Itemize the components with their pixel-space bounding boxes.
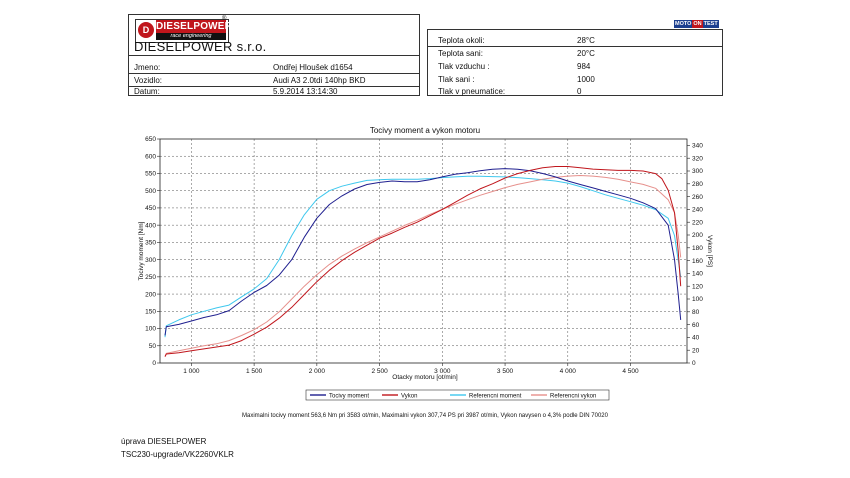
condition-divider (428, 46, 722, 47)
company-divider (129, 55, 419, 56)
y2-tick-label: 300 (692, 168, 703, 175)
chart-legend: Tocivy moment Vykon Referencni moment Refer… (310, 393, 596, 399)
legend-label: Referencni moment (469, 393, 522, 399)
y-tick-label: 550 (145, 171, 156, 178)
y2-tick-label: 280 (692, 181, 703, 188)
conditions-panel: Teplota okoli: 28°C Teplota sani: 20°C T… (427, 29, 723, 96)
x-tick-label: 4 000 (560, 368, 577, 375)
company-name: DIESELPOWER s.r.o. (134, 39, 267, 54)
y2-tick-label: 40 (692, 335, 700, 342)
y-tick-label: 600 (145, 153, 156, 160)
footer-note-2: TSC230-upgrade/VK2260VKLR (121, 450, 234, 459)
y-tick-label: 150 (145, 309, 156, 316)
x-tick-label: 3 000 (434, 368, 451, 375)
condition-value: 1000 (577, 75, 595, 84)
y2-tick-label: 320 (692, 155, 703, 162)
legend-box (305, 389, 610, 401)
footer-note-1: úprava DIESELPOWER (121, 437, 207, 446)
chart-summary: Maximalni tocivy moment 563,6 Nm pri 358… (242, 413, 609, 419)
y2-tick-label: 140 (692, 271, 703, 278)
info-label-date: Datum: (134, 87, 160, 96)
y2-tick-label: 120 (692, 283, 703, 290)
condition-value: 28°C (577, 36, 595, 45)
y-tick-label: 350 (145, 240, 156, 247)
info-label-name: Jmeno: (134, 63, 161, 72)
chart-series (164, 166, 682, 357)
legend-label: Vykon (401, 393, 417, 399)
y-tick-label: 300 (145, 257, 156, 264)
y-tick-label: 200 (145, 291, 156, 298)
condition-label: Tlak sani : (438, 75, 475, 84)
y-axis-right: 0 20 40 60 80 100 120 140 160 180 200 220 240 260 280 3… (687, 143, 703, 367)
y2-tick-label: 0 (692, 360, 696, 367)
info-label-vehicle: Vozidlo: (134, 76, 163, 85)
y2-tick-label: 100 (692, 296, 703, 303)
condition-value: 20°C (577, 49, 595, 58)
condition-label: Tlak vzduchu : (438, 62, 490, 71)
x-axis: 1 000 1 500 2 000 2 500 3 000 3 500 4 000 4 500 (183, 363, 639, 375)
legend-label: Tocivy moment (329, 393, 369, 399)
y2-tick-label: 20 (692, 347, 700, 354)
chart-title: Tocivy moment a vykon motoru (370, 126, 480, 135)
y-tick-label: 0 (152, 360, 156, 367)
y2-tick-label: 80 (692, 309, 700, 316)
info-value-name: Ondřej Hloušek d1654 (273, 63, 353, 72)
condition-label: Teplota okoli: (438, 36, 485, 45)
chart-grid (160, 139, 687, 363)
y-tick-label: 650 (145, 136, 156, 143)
y-tick-label: 500 (145, 188, 156, 195)
series-line-vykon (164, 166, 682, 357)
x-tick-label: 2 000 (309, 368, 326, 375)
dieselpower-logo: D DIESELPOWER race engineering (135, 19, 233, 43)
series-line-tocivy-moment (164, 168, 682, 336)
x-axis-label: Otacky motoru [ot/min] (392, 374, 458, 381)
logo-title: DIESELPOWER (156, 20, 233, 33)
y-tick-label: 50 (149, 343, 157, 350)
y-tick-label: 250 (145, 274, 156, 281)
x-tick-label: 1 000 (183, 368, 200, 375)
x-tick-label: 1 500 (246, 368, 263, 375)
condition-label: Tlak v pneumatice: (438, 87, 506, 96)
y2-tick-label: 220 (692, 219, 703, 226)
info-value-vehicle: Audi A3 2.0tdi 140hp BKD (273, 76, 366, 85)
y2-tick-label: 200 (692, 232, 703, 239)
y2-tick-label: 340 (692, 143, 703, 150)
y-axis-left: 0 50 100 150 200 250 300 350 400 450 500 550 600 650 (145, 136, 160, 367)
series-line-referencni-vykon (164, 175, 682, 357)
logo-symbol: D (138, 22, 154, 38)
registered-mark: ® (222, 16, 227, 22)
info-value-date: 5.9.2014 13:14:30 (273, 87, 338, 96)
x-tick-label: 3 500 (497, 368, 514, 375)
y-tick-label: 450 (145, 205, 156, 212)
y2-axis-label: Vykon [PS] (706, 235, 713, 267)
y-tick-label: 100 (145, 326, 156, 333)
x-tick-label: 4 500 (622, 368, 639, 375)
condition-value: 0 (577, 87, 582, 96)
info-divider (129, 86, 419, 87)
plot-frame (159, 138, 688, 364)
vehicle-info-panel: D DIESELPOWER race engineering ® DIESELP… (128, 14, 420, 96)
y2-tick-label: 160 (692, 258, 703, 265)
x-tick-label: 2 500 (371, 368, 388, 375)
legend-label: Referencni vykon (550, 393, 596, 399)
y2-tick-label: 240 (692, 207, 703, 214)
y2-tick-label: 260 (692, 194, 703, 201)
condition-value: 984 (577, 62, 591, 71)
condition-label: Teplota sani: (438, 49, 483, 58)
moto-on-test-logo: MOTO ON TEST (674, 20, 719, 28)
info-divider (129, 73, 419, 74)
series-line-referencni-moment (164, 175, 682, 338)
y2-tick-label: 180 (692, 245, 703, 252)
y-axis-label: Tocivy moment [Nm] (138, 221, 145, 280)
y-tick-label: 400 (145, 222, 156, 229)
y2-tick-label: 60 (692, 322, 700, 329)
logo-subtitle: race engineering (156, 33, 226, 40)
